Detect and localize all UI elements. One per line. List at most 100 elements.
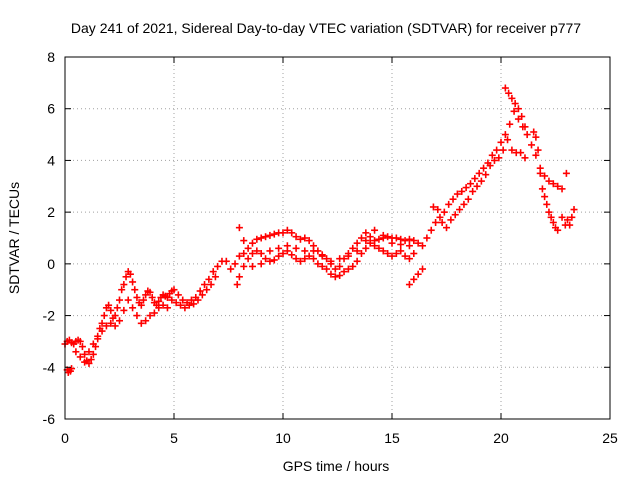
data-point [120, 281, 128, 289]
data-point [466, 180, 474, 188]
data-point [501, 131, 509, 139]
data-point [89, 340, 97, 348]
data-point [419, 265, 427, 273]
data-point [240, 237, 248, 245]
data-point [318, 262, 326, 270]
data-point [275, 244, 283, 252]
data-point [113, 304, 121, 312]
data-point [257, 260, 265, 268]
data-point [453, 190, 461, 198]
data-point [310, 255, 318, 263]
data-point [331, 273, 339, 281]
data-point [536, 169, 544, 177]
data-point [554, 182, 562, 190]
data-point [514, 105, 522, 113]
data-point [434, 206, 442, 214]
data-point [81, 358, 89, 366]
data-point [78, 343, 86, 351]
data-point [131, 286, 139, 294]
data-point [198, 291, 206, 299]
data-point [163, 293, 171, 301]
data-point [262, 255, 270, 263]
data-point [451, 211, 459, 219]
data-point [558, 213, 566, 221]
data-point [266, 247, 274, 255]
data-point [296, 235, 304, 243]
data-point [76, 337, 84, 345]
data-point [392, 234, 400, 242]
data-point [362, 244, 370, 252]
data-point [227, 265, 235, 273]
data-point [155, 304, 163, 312]
data-point [257, 250, 265, 258]
data-point [105, 301, 113, 309]
data-point [240, 262, 248, 270]
data-point [344, 265, 352, 273]
data-point [111, 322, 119, 330]
data-point [440, 208, 448, 216]
data-point [146, 288, 154, 296]
data-point [410, 250, 418, 258]
data-point [257, 234, 265, 242]
data-point [554, 226, 562, 234]
data-point [517, 149, 525, 157]
data-point [432, 218, 440, 226]
data-point [493, 146, 501, 154]
data-point [397, 240, 405, 248]
data-point [314, 260, 322, 268]
data-point [495, 154, 503, 162]
data-point [521, 123, 529, 131]
data-point [155, 297, 163, 305]
data-point [85, 348, 93, 356]
chart-title: Day 241 of 2021, Sidereal Day-to-day VTE… [71, 20, 581, 36]
data-point [331, 265, 339, 273]
data-point [235, 273, 243, 281]
data-point [301, 234, 309, 242]
data-point [462, 184, 470, 192]
data-point [353, 247, 361, 255]
data-point [375, 235, 383, 243]
data-point [410, 275, 418, 283]
data-point [133, 293, 141, 301]
data-point [98, 319, 106, 327]
y-axis-label: SDTVAR / TECUs [6, 182, 22, 294]
data-point [89, 350, 97, 358]
data-point [120, 306, 128, 314]
data-point [253, 235, 261, 243]
data-point [371, 242, 379, 250]
x-tick-label: 10 [275, 430, 291, 446]
data-point [85, 359, 93, 367]
data-point [292, 255, 300, 263]
data-point [384, 233, 392, 241]
data-point [190, 300, 198, 308]
data-point [142, 317, 150, 325]
data-point [534, 146, 542, 154]
data-point [318, 252, 326, 260]
data-point [371, 226, 379, 234]
data-point [506, 120, 514, 128]
data-point [414, 239, 422, 247]
data-point [499, 146, 507, 154]
data-point [168, 296, 176, 304]
data-point [480, 164, 488, 172]
data-point [563, 216, 571, 224]
data-point [349, 262, 357, 270]
data-point [510, 107, 518, 115]
data-point [449, 195, 457, 203]
data-point [179, 296, 187, 304]
data-point [388, 239, 396, 247]
data-point [436, 213, 444, 221]
data-point [528, 141, 536, 149]
x-tick-label: 0 [61, 430, 69, 446]
data-point [201, 281, 209, 289]
data-point [248, 239, 256, 247]
data-point [240, 250, 248, 258]
data-point [486, 162, 494, 170]
data-point [392, 250, 400, 258]
data-point [279, 229, 287, 237]
data-point [501, 84, 509, 92]
data-point [344, 252, 352, 260]
data-point [288, 251, 296, 259]
data-point [545, 177, 553, 185]
data-point [379, 247, 387, 255]
